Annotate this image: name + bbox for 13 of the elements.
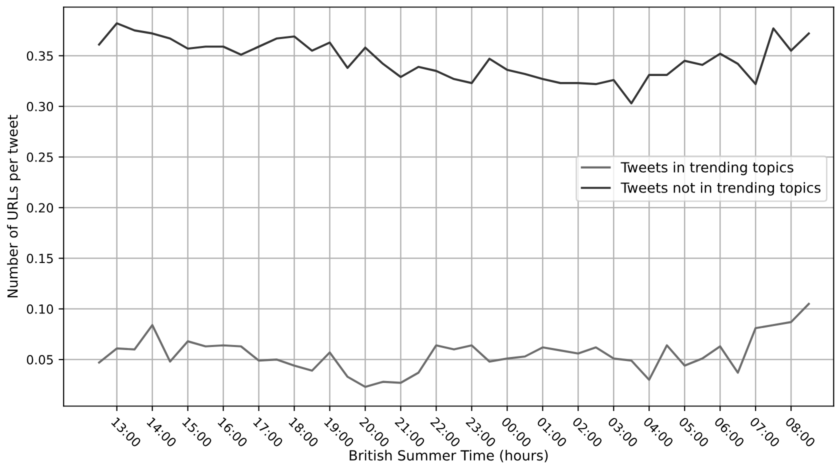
y-tick-label: 0.30: [26, 102, 54, 112]
y-axis-title: Number of URLs per tweet: [7, 114, 20, 298]
x-axis-title: British Summer Time (hours): [350, 450, 548, 462]
legend-label: Tweets not in trending topics: [620, 182, 820, 196]
y-tick-label: 0.05: [26, 355, 53, 364]
y-tick-label: 0.25: [26, 152, 53, 162]
y-tick-label: 0.15: [26, 254, 53, 264]
y-tick-label: 0.10: [26, 304, 54, 314]
line-series: [98, 302, 810, 388]
y-tick-label: 0.35: [26, 51, 53, 61]
line-series: [98, 22, 810, 104]
legend-label: Tweets in trending topics: [620, 162, 794, 176]
y-tick-label: 0.20: [26, 203, 54, 213]
